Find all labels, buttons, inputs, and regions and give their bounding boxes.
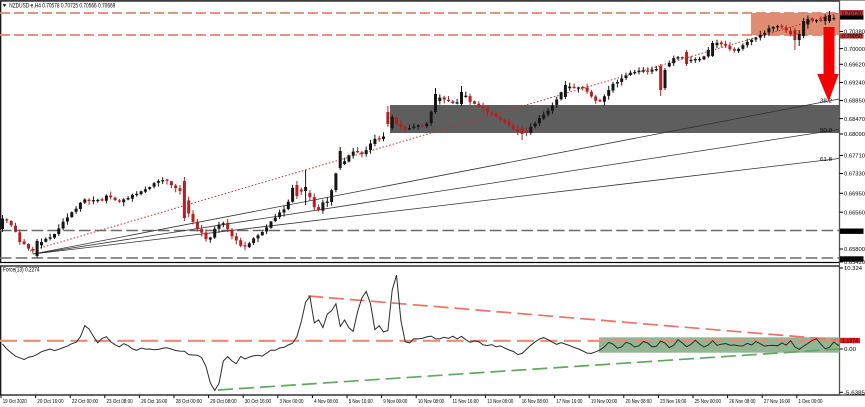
svg-text:1.1374: 1.1374 [842,339,858,345]
svg-text:0.66560: 0.66560 [844,210,865,216]
svg-text:0.70380: 0.70380 [844,30,865,36]
svg-text:0.65800: 0.65800 [844,247,865,253]
svg-text:Force(13) 0.2274: Force(13) 0.2274 [3,267,40,273]
svg-text:9 Nov 00:00: 9 Nov 00:00 [383,399,407,405]
svg-text:0.66950: 0.66950 [844,192,865,198]
svg-text:61.8: 61.8 [820,157,832,163]
svg-text:0.68850: 0.68850 [844,99,865,105]
svg-text:23 Nov 16:00: 23 Nov 16:00 [660,399,686,405]
svg-text:38.2: 38.2 [820,99,832,105]
svg-text:0.70000: 0.70000 [844,47,865,53]
svg-text:25 Nov 00:00: 25 Nov 00:00 [695,399,721,405]
svg-text:23 Oct 08:00: 23 Oct 08:00 [107,399,133,405]
svg-text:10 Nov 08:00: 10 Nov 08:00 [418,399,444,405]
svg-text:30 Oct 16:00: 30 Oct 16:00 [245,399,271,405]
svg-text:0.00: 0.00 [844,347,856,353]
svg-text:1 Dec 00:00: 1 Dec 00:00 [799,399,823,405]
svg-text:0.70050: 0.70050 [842,34,862,40]
svg-text:0.70730: 0.70730 [842,11,862,17]
svg-text:0.65420: 0.65420 [844,260,865,266]
svg-text:29 Oct 08:00: 29 Oct 08:00 [210,399,236,405]
svg-text:0.68470: 0.68470 [844,117,865,123]
svg-text:5 Nov 16:00: 5 Nov 16:00 [349,399,373,405]
svg-text:NZDUSD-e,H4 0.70578 0.70725 0: NZDUSD-e,H4 0.70578 0.70725 0.70566 0.70… [9,3,115,10]
svg-text:17 Nov 16:00: 17 Nov 16:00 [556,399,582,405]
svg-text:3 Nov 00:00: 3 Nov 00:00 [280,399,304,405]
svg-text:0.68090: 0.68090 [844,132,865,138]
svg-text:0.67330: 0.67330 [844,172,865,178]
svg-text:26 Oct 16:00: 26 Oct 16:00 [141,399,167,405]
svg-text:13 Nov 00:00: 13 Nov 00:00 [487,399,513,405]
svg-text:16 Nov 08:00: 16 Nov 08:00 [522,399,548,405]
svg-text:11 Nov 16:00: 11 Nov 16:00 [453,399,479,405]
svg-text:27 Nov 16:00: 27 Nov 16:00 [764,399,790,405]
svg-text:0.66140: 0.66140 [842,229,862,235]
svg-text:0.65520: 0.65520 [842,257,862,263]
svg-text:20 Oct 16:00: 20 Oct 16:00 [37,399,63,405]
svg-text:20 Nov 08:00: 20 Nov 08:00 [626,399,652,405]
svg-text:10.324: 10.324 [844,266,862,272]
svg-text:26 Nov 08:00: 26 Nov 08:00 [729,399,755,405]
svg-text:50.0: 50.0 [820,128,832,134]
svg-text:0.70669: 0.70669 [842,15,862,21]
svg-text:0.69620: 0.69620 [844,63,865,69]
svg-text:19 Nov 00:00: 19 Nov 00:00 [591,399,617,405]
svg-text:-5.6385: -5.6385 [844,391,865,397]
svg-text:19 Oct 2020: 19 Oct 2020 [3,399,27,405]
svg-text:0.69240: 0.69240 [844,81,865,87]
svg-text:22 Oct 00:00: 22 Oct 00:00 [72,399,98,405]
svg-text:0.67710: 0.67710 [844,154,865,160]
svg-text:4 Nov 08:00: 4 Nov 08:00 [314,399,338,405]
svg-text:28 Oct 00:00: 28 Oct 00:00 [176,399,202,405]
